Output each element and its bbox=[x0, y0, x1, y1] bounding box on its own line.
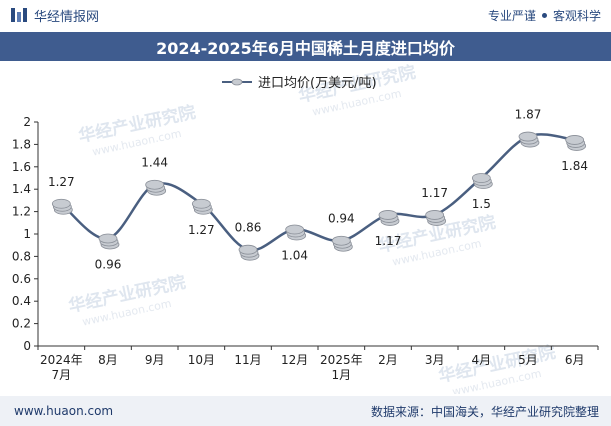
data-point-coin bbox=[98, 233, 118, 244]
y-tick-label: 0.8 bbox=[12, 249, 31, 263]
chart-title: 2024-2025年6月中国稀土月度进口均价 bbox=[156, 38, 455, 58]
data-label: 0.94 bbox=[328, 212, 355, 226]
slogan-left: 专业严谨 bbox=[487, 8, 536, 23]
data-point bbox=[145, 179, 167, 196]
data-label: 1.84 bbox=[561, 159, 588, 173]
x-tick-label: 10月 bbox=[188, 353, 215, 367]
x-tick-label-line: 7月 bbox=[52, 368, 72, 382]
x-tick-label-line: 12月 bbox=[281, 353, 308, 367]
data-point bbox=[425, 210, 447, 226]
x-tick-label-line: 6月 bbox=[565, 353, 585, 367]
x-tick-label-line: 9月 bbox=[145, 353, 165, 367]
data-point bbox=[285, 224, 307, 241]
data-point-coin bbox=[238, 244, 258, 255]
data-label: 1.17 bbox=[375, 234, 402, 248]
data-label: 1.5 bbox=[472, 197, 491, 211]
data-point bbox=[238, 244, 260, 261]
footer: www.huaon.com 数据来源：中国海关，华经产业研究院整理 bbox=[0, 396, 611, 426]
data-point-coin bbox=[145, 179, 165, 190]
x-tick-label: 2月 bbox=[378, 353, 398, 367]
x-tick-label-line: 2025年 bbox=[320, 353, 363, 367]
data-label: 1.44 bbox=[141, 156, 168, 170]
y-tick-label: 1.8 bbox=[12, 137, 31, 151]
data-label: 1.87 bbox=[515, 108, 542, 122]
x-tick-label: 4月 bbox=[472, 353, 492, 367]
data-point bbox=[378, 210, 400, 226]
brand-name: 华经情报网 bbox=[34, 9, 100, 25]
data-point bbox=[565, 135, 587, 151]
axes: 0 0.2 0.4 0.6 0.8 1 1.2 1.4 1.6 1.8 2 2024年 7月 8月 9月 10… bbox=[12, 115, 599, 382]
brand[interactable]: 华经情报网 bbox=[10, 6, 99, 25]
x-tick-label: 6月 bbox=[565, 353, 585, 367]
x-tick-label: 9月 bbox=[145, 353, 165, 367]
y-tick-label: 0.6 bbox=[12, 272, 31, 286]
data-point bbox=[51, 198, 73, 215]
footer-url[interactable]: www.huaon.com bbox=[14, 404, 114, 418]
data-point-coin bbox=[518, 131, 538, 142]
chart-area: 华经产业研究院www.huaon.com华经产业研究院www.huaon.com… bbox=[12, 62, 599, 394]
x-tick-label: 5月 bbox=[518, 353, 538, 367]
y-tick-label: 1.6 bbox=[12, 160, 31, 174]
y-tick-label: 0.4 bbox=[12, 294, 31, 308]
data-label: 1.27 bbox=[188, 223, 215, 237]
legend-label: 进口均价(万美元/吨) bbox=[258, 76, 377, 91]
y-tick-label: 0 bbox=[23, 339, 31, 353]
legend: 进口均价(万美元/吨) bbox=[222, 76, 377, 91]
slogan: 专业严谨 客观科学 bbox=[488, 7, 601, 24]
data-label: 1.04 bbox=[281, 249, 308, 263]
top-bar: 华经情报网 专业严谨 客观科学 bbox=[0, 0, 611, 30]
y-tick-label: 0.2 bbox=[12, 317, 31, 331]
x-tick-label-line: 3月 bbox=[425, 353, 445, 367]
x-tick-label-line: 2024年 bbox=[40, 353, 83, 367]
x-tick-label: 2025年 1月 bbox=[320, 353, 363, 382]
y-tick-label: 2 bbox=[23, 115, 31, 129]
data-point-coin bbox=[191, 198, 211, 209]
y-tick-label: 1.2 bbox=[12, 205, 31, 219]
data-point bbox=[98, 233, 120, 250]
footer-source: 数据来源：中国海关，华经产业研究院整理 bbox=[370, 404, 599, 419]
data-point-coin bbox=[331, 235, 351, 246]
data-point-coin bbox=[51, 198, 71, 209]
slogan-right: 客观科学 bbox=[552, 8, 601, 23]
x-tick-label: 11月 bbox=[234, 353, 261, 367]
data-point bbox=[331, 235, 353, 252]
y-tick-label: 1.4 bbox=[12, 182, 31, 196]
brand-logo-icon bbox=[11, 8, 27, 22]
x-tick-label: 12月 bbox=[281, 353, 308, 367]
x-tick-label-line: 11月 bbox=[234, 353, 261, 367]
chart-title-bar: 2024-2025年6月中国稀土月度进口均价 bbox=[0, 32, 611, 61]
data-point bbox=[471, 173, 493, 189]
x-tick-label: 2024年 7月 bbox=[40, 353, 83, 382]
data-point-coin bbox=[471, 173, 491, 183]
data-label: 1.27 bbox=[48, 175, 75, 189]
legend-marker bbox=[231, 78, 243, 86]
x-tick-label-line: 5月 bbox=[518, 353, 538, 367]
data-point bbox=[191, 198, 213, 215]
data-label: 0.86 bbox=[235, 221, 262, 235]
slogan-dot-icon bbox=[541, 12, 547, 18]
series-line bbox=[60, 133, 575, 252]
y-tick-label: 1 bbox=[23, 227, 31, 241]
data-point-coin bbox=[565, 135, 585, 145]
data-label: 0.96 bbox=[95, 257, 122, 271]
x-tick-label-line: 2月 bbox=[378, 353, 398, 367]
x-tick-label-line: 8月 bbox=[98, 353, 118, 367]
data-point-coin bbox=[425, 210, 445, 220]
data-label: 1.17 bbox=[421, 186, 448, 200]
series-layer: 1.27 0.96 1.44 1.27 0.86 1.04 0.94 1.17 1.17 1.5 1… bbox=[48, 108, 588, 272]
x-tick-label: 8月 bbox=[98, 353, 118, 367]
x-tick-label-line: 1月 bbox=[332, 368, 352, 382]
data-point-coin bbox=[378, 210, 398, 220]
data-point bbox=[518, 131, 540, 148]
watermark-layer: 华经产业研究院www.huaon.com华经产业研究院www.huaon.com… bbox=[67, 62, 558, 394]
x-tick-label: 3月 bbox=[425, 353, 445, 367]
data-point-coin bbox=[285, 224, 305, 235]
x-tick-label-line: 10月 bbox=[188, 353, 215, 367]
x-tick-label-line: 4月 bbox=[472, 353, 492, 367]
